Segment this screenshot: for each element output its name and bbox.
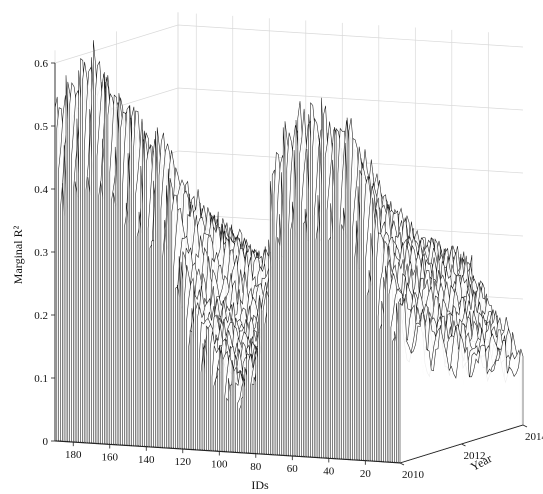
z-tick-label: 0.6 <box>34 58 48 70</box>
surface <box>54 40 524 464</box>
y-tick-label: 2014 <box>525 431 543 443</box>
surface-ridge <box>399 298 524 464</box>
y-tick-label: 2010 <box>402 469 425 481</box>
x-tick-label: 100 <box>211 458 228 470</box>
x-tick-label: 120 <box>175 456 192 468</box>
x-tick-label: 20 <box>360 468 372 480</box>
z-tick-label: 0.1 <box>34 373 48 385</box>
y-tick-label: 2012 <box>464 450 486 462</box>
z-axis-label: Marginal R² <box>11 225 25 284</box>
z-tick-label: 0.4 <box>34 184 48 196</box>
x-tick-label: 140 <box>138 454 155 466</box>
y-tick <box>522 424 528 428</box>
gridline-z <box>54 24 524 64</box>
y-tick <box>399 462 405 466</box>
z-tick-label: 0.3 <box>34 247 48 259</box>
x-tick-label: 180 <box>65 449 82 461</box>
x-tick-label: 40 <box>323 465 335 477</box>
y-tick <box>461 443 466 447</box>
x-tick-label: 60 <box>287 463 299 475</box>
x-tick-label: 80 <box>250 461 262 473</box>
axes: 0 0.1 0.2 0.3 0.4 0.5 0.6 180 160 140 120 100 80 60 40… <box>34 58 543 481</box>
z-tick-label: 0 <box>43 436 49 448</box>
x-tick-label: 160 <box>102 451 119 463</box>
z-tick-label: 0.5 <box>34 121 48 133</box>
z-tick-label: 0.2 <box>34 310 48 322</box>
x-axis-label: IDs <box>251 478 269 492</box>
x-axis-line <box>54 440 401 464</box>
